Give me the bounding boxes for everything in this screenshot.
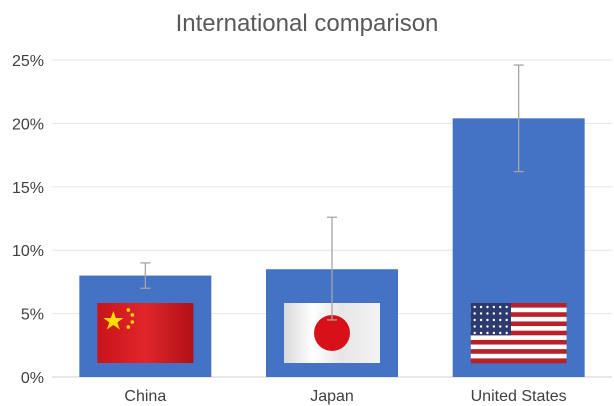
y-tick-label: 15% [12, 180, 44, 197]
y-tick-label: 25% [12, 53, 44, 70]
y-tick-label: 20% [12, 116, 44, 133]
china-flag-icon [97, 303, 194, 363]
chart-title: International comparison [175, 10, 439, 37]
x-tick-label: United States [471, 388, 567, 405]
y-tick-label: 0% [21, 370, 44, 387]
y-tick-label: 10% [12, 243, 44, 260]
y-tick-label: 5% [21, 307, 44, 324]
x-tick-label: Japan [310, 388, 354, 405]
x-tick-label: China [124, 388, 166, 405]
us-flag-icon [470, 303, 567, 364]
